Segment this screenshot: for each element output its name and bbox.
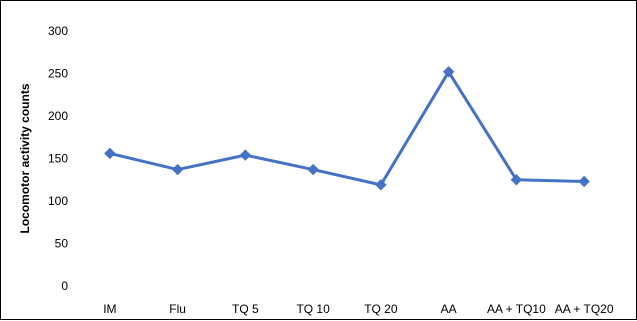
x-tick-label: AA + TQ20 (555, 302, 614, 316)
data-point-marker (104, 147, 116, 160)
y-tick-labels: 0 50 100 150 200 250 300 (48, 24, 68, 293)
x-tick-label: TQ 5 (232, 302, 259, 316)
series-layer (104, 66, 590, 191)
y-axis-title: Locomotor activity counts (18, 83, 32, 233)
data-point-marker (442, 66, 455, 78)
data-point-marker (307, 163, 319, 176)
x-tick-label: AA + TQ10 (487, 302, 546, 316)
y-tick-label: 200 (48, 109, 68, 123)
data-point-marker (171, 163, 184, 176)
y-tick-label: 100 (48, 194, 68, 208)
y-tick-label: 250 (48, 67, 68, 81)
data-point-marker (239, 149, 252, 161)
x-tick-label: TQ 10 (296, 302, 330, 316)
series-line (109, 70, 585, 187)
y-tick-label: 0 (61, 279, 68, 293)
x-tick-label: AA (441, 302, 457, 316)
data-point-marker (375, 179, 387, 191)
x-tick-labels: IM Flu TQ 5 TQ 10 TQ 20 AA AA + TQ10 AA + TQ20 (103, 302, 614, 316)
x-tick-label: Flu (169, 302, 186, 316)
data-point-marker (510, 174, 523, 186)
y-tick-label: 300 (48, 24, 68, 38)
y-tick-label: 50 (55, 237, 69, 251)
data-point-marker (578, 175, 590, 188)
x-tick-label: IM (103, 302, 116, 316)
y-tick-label: 150 (48, 152, 68, 166)
x-tick-label: TQ 20 (364, 302, 398, 316)
